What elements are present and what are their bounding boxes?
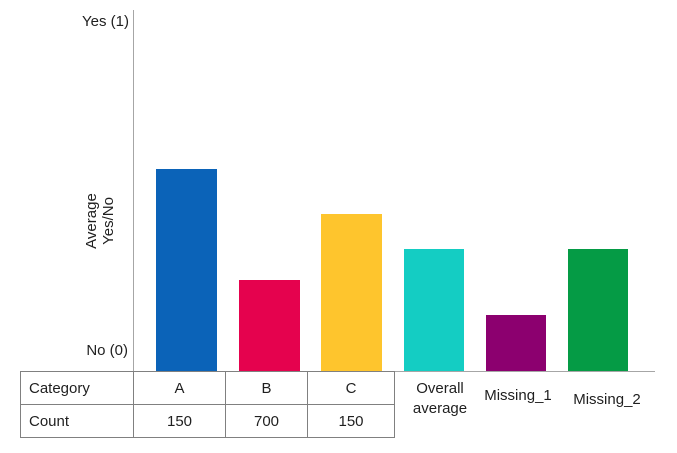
y-axis-min-label: No (0) (86, 342, 128, 359)
bar-b (239, 280, 300, 371)
y-axis-title: Average Yes/No (83, 166, 119, 276)
bar-missing-2 (568, 249, 628, 371)
bar-a (156, 169, 217, 371)
cell-category-b: B (225, 371, 308, 405)
bar-missing-1 (486, 315, 546, 371)
y-axis-title-line2: Yes/No (100, 197, 117, 245)
cell-count-c: 150 (307, 404, 395, 438)
row-header-category: Category (20, 371, 134, 405)
cell-category-c: C (307, 371, 395, 405)
x-label-missing-1: Missing_1 (484, 387, 552, 404)
bar-overall-average (404, 249, 464, 371)
cell-count-a: 150 (133, 404, 226, 438)
category-count-table: Category A B C Count 150 700 150 (20, 371, 395, 438)
y-axis-line (133, 10, 134, 371)
y-axis-max-label: Yes (1) (82, 13, 129, 30)
x-label-missing-2: Missing_2 (573, 391, 641, 408)
bar-c (321, 214, 382, 371)
row-header-count: Count (20, 404, 134, 438)
table-row-category: Category A B C (20, 371, 395, 405)
x-label-overall-average: Overall average (412, 380, 468, 417)
y-axis-title-line1: Average (83, 193, 100, 249)
cell-count-b: 700 (225, 404, 308, 438)
table-row-count: Count 150 700 150 (20, 404, 395, 438)
cell-category-a: A (133, 371, 226, 405)
